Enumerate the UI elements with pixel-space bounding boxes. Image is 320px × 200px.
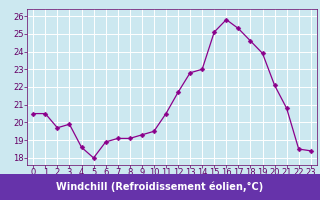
Text: Windchill (Refroidissement éolien,°C): Windchill (Refroidissement éolien,°C) [56, 182, 264, 192]
